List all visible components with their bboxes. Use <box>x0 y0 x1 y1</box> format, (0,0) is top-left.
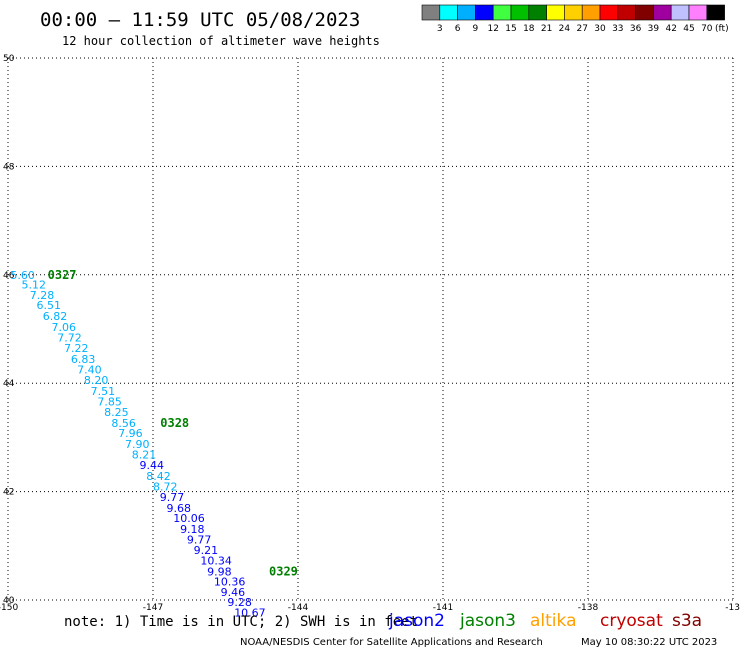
y-tick-label: 40 <box>3 596 15 606</box>
grid-lines <box>8 58 733 600</box>
color-scale-label: 15 <box>505 24 516 34</box>
x-tick-label: -147 <box>143 603 163 613</box>
color-scale-label: 9 <box>473 24 479 34</box>
color-scale-swatch <box>600 5 618 20</box>
chart-subtitle: 12 hour collection of altimeter wave hei… <box>62 34 380 48</box>
color-scale-swatch <box>707 5 725 20</box>
y-tick-label: 42 <box>3 488 14 498</box>
footer-note: note: 1) Time is in UTC; 2) SWH is in fe… <box>64 614 418 630</box>
color-scale-label: 6 <box>455 24 461 34</box>
color-scale-swatch <box>440 5 458 20</box>
satellite-name-s3a: s3a <box>672 611 702 631</box>
color-scale-label: 39 <box>648 24 660 34</box>
time-label: 0328 <box>160 416 189 430</box>
color-scale-legend: 3 6 9 12 15 18 21 24 27 30 33 36 39 42 45 70 (ft) <box>422 5 729 34</box>
wave-height-points: 5.605.127.286.516.827.067.727.226.837.40… <box>10 269 265 620</box>
color-scale-label: 33 <box>612 24 623 34</box>
color-scale-swatch <box>564 5 582 20</box>
color-scale-swatch <box>493 5 511 20</box>
color-scale-label: 18 <box>523 24 535 34</box>
color-scale-label: 3 <box>437 24 443 34</box>
color-scale-label: 36 <box>630 24 642 34</box>
color-scale-label: 45 <box>683 24 694 34</box>
satellite-legend: jason2 jason3 altika cryosat s3a <box>388 611 702 631</box>
color-scale-swatch <box>653 5 671 20</box>
color-scale-label: 27 <box>576 24 587 34</box>
color-scale-swatch <box>529 5 547 20</box>
timestamp-text: May 10 08:30:22 UTC 2023 <box>581 637 717 648</box>
color-scale-swatch <box>671 5 689 20</box>
x-tick-label: -144 <box>288 603 309 613</box>
x-tick-label: -13 <box>725 603 740 613</box>
color-scale-label: 12 <box>487 24 498 34</box>
color-scale-swatch <box>422 5 440 20</box>
time-labels: 0327 0328 0329 <box>48 268 298 578</box>
color-scale-label: 42 <box>665 24 676 34</box>
satellite-name-jason2: jason2 <box>388 611 445 631</box>
satellite-name-altika: altika <box>530 611 577 631</box>
color-scale-label: 21 <box>541 24 552 34</box>
color-scale-label: 30 <box>594 24 606 34</box>
color-scale-swatch <box>475 5 493 20</box>
color-scale-unit: (ft) <box>715 24 729 34</box>
color-scale-swatch <box>689 5 707 20</box>
color-scale-swatch <box>618 5 636 20</box>
color-scale-swatch <box>547 5 565 20</box>
time-label: 0329 <box>269 564 298 578</box>
color-scale-swatch <box>636 5 654 20</box>
x-tick-label: -138 <box>578 603 599 613</box>
color-scale-label: 70 <box>701 24 713 34</box>
color-scale-swatch <box>458 5 476 20</box>
color-scale-label: 24 <box>559 24 571 34</box>
satellite-name-jason3: jason3 <box>459 611 516 631</box>
time-label: 0327 <box>48 268 77 282</box>
satellite-name-cryosat: cryosat <box>600 611 663 631</box>
color-scale-swatch <box>582 5 600 20</box>
y-tick-label: 44 <box>3 379 15 389</box>
chart-title: 00:00 – 11:59 UTC 05/08/2023 <box>40 9 360 31</box>
credit-text: NOAA/NESDIS Center for Satellite Applica… <box>240 637 543 648</box>
y-tick-label: 50 <box>3 54 15 64</box>
color-scale-swatch <box>511 5 529 20</box>
y-tick-label: 48 <box>3 162 15 172</box>
